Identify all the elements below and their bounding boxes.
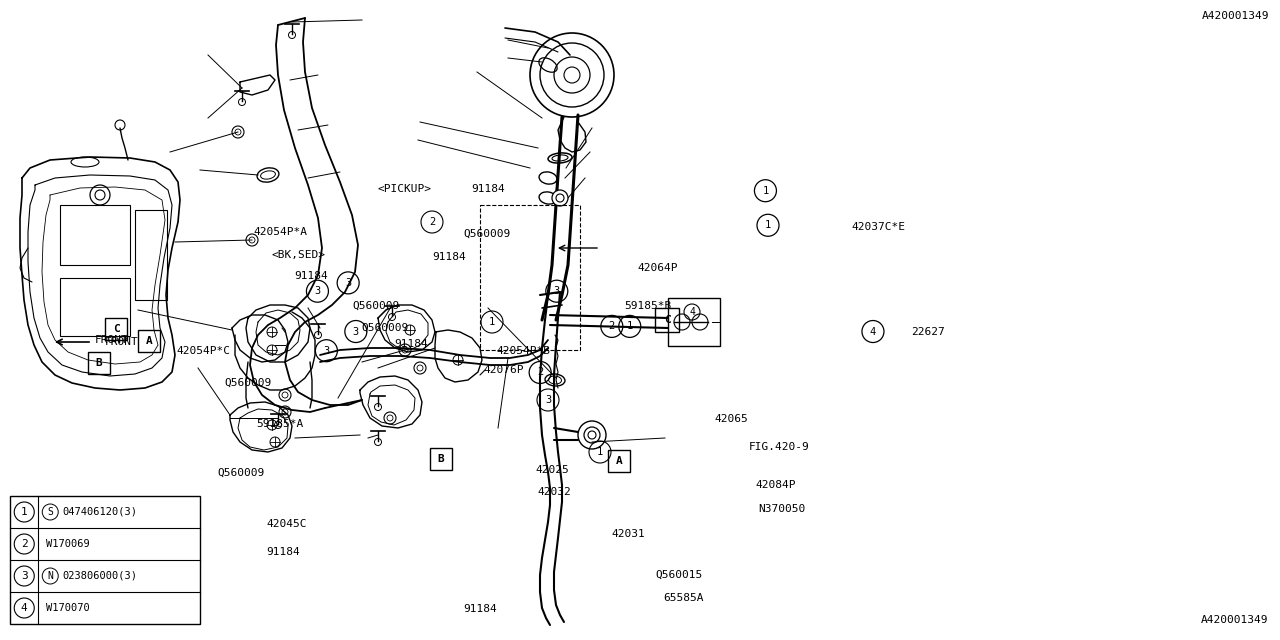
Text: 2: 2 <box>429 217 435 227</box>
Text: 91184: 91184 <box>471 184 504 194</box>
Circle shape <box>552 190 568 206</box>
Text: 42065: 42065 <box>714 414 748 424</box>
Text: 59185*A: 59185*A <box>256 419 303 429</box>
Text: 4: 4 <box>870 326 876 337</box>
Text: 91184: 91184 <box>394 339 428 349</box>
Text: Q560009: Q560009 <box>352 301 399 311</box>
Bar <box>655 308 678 332</box>
Text: Q560015: Q560015 <box>655 570 703 580</box>
Text: 3: 3 <box>346 278 351 288</box>
Text: A420001349: A420001349 <box>1201 615 1268 625</box>
Text: C: C <box>663 315 671 325</box>
Text: 42025: 42025 <box>535 465 568 476</box>
Text: 1: 1 <box>596 447 603 457</box>
Text: 59185*B: 59185*B <box>625 301 672 311</box>
Text: B: B <box>438 454 444 464</box>
Text: 4: 4 <box>20 603 28 613</box>
Text: <BK,SED>: <BK,SED> <box>271 250 325 260</box>
Text: 91184: 91184 <box>463 604 497 614</box>
Text: 42045C: 42045C <box>266 518 307 529</box>
Text: N370050: N370050 <box>758 504 805 514</box>
Text: 1: 1 <box>763 186 768 196</box>
Text: <PICKUP>: <PICKUP> <box>378 184 431 194</box>
Text: 3: 3 <box>315 286 320 296</box>
Text: 2: 2 <box>609 321 614 332</box>
Text: A: A <box>146 336 152 346</box>
Text: C: C <box>113 324 119 334</box>
Bar <box>60 278 131 336</box>
Text: A: A <box>616 456 622 466</box>
Bar <box>138 330 160 352</box>
Text: 42084P: 42084P <box>755 480 796 490</box>
Text: 4: 4 <box>689 307 695 317</box>
Bar <box>10 496 200 624</box>
Text: W170070: W170070 <box>46 603 90 613</box>
Bar <box>88 352 110 374</box>
Bar <box>134 210 166 300</box>
Bar <box>430 448 452 470</box>
Text: 023806000(3): 023806000(3) <box>63 571 137 581</box>
Text: 42076P: 42076P <box>484 365 525 375</box>
Text: Q560009: Q560009 <box>361 323 408 333</box>
Text: 91184: 91184 <box>294 271 328 282</box>
Text: Q560009: Q560009 <box>463 228 511 239</box>
Text: FRONT: FRONT <box>95 335 129 345</box>
Text: 42032: 42032 <box>538 486 571 497</box>
Bar <box>480 205 580 350</box>
Text: 42037C*E: 42037C*E <box>851 222 905 232</box>
Text: S: S <box>47 507 54 517</box>
Text: 42064P: 42064P <box>637 262 678 273</box>
Bar <box>668 298 721 346</box>
Text: 3: 3 <box>20 571 28 581</box>
Text: N: N <box>47 571 54 581</box>
Text: 65585A: 65585A <box>663 593 704 604</box>
Text: 91184: 91184 <box>433 252 466 262</box>
Text: B: B <box>96 358 102 368</box>
Text: 047406120(3): 047406120(3) <box>63 507 137 517</box>
Text: FIG.420-9: FIG.420-9 <box>749 442 809 452</box>
Bar <box>105 318 127 340</box>
Text: 2: 2 <box>538 367 543 378</box>
Text: 3: 3 <box>545 395 552 405</box>
Text: 42054P*A: 42054P*A <box>253 227 307 237</box>
Text: 22627: 22627 <box>911 326 945 337</box>
Text: 1: 1 <box>765 220 771 230</box>
Text: A420001349: A420001349 <box>1202 11 1270 21</box>
Text: 1: 1 <box>20 507 28 517</box>
Text: 3: 3 <box>353 326 358 337</box>
Text: FRONT: FRONT <box>105 337 138 348</box>
Text: 42054P*B: 42054P*B <box>497 346 550 356</box>
Bar <box>608 450 630 472</box>
Text: Q560009: Q560009 <box>224 378 271 388</box>
Text: 2: 2 <box>20 539 28 549</box>
Text: 91184: 91184 <box>266 547 300 557</box>
Text: 3: 3 <box>324 346 329 356</box>
Text: 42054P*C: 42054P*C <box>177 346 230 356</box>
Bar <box>60 205 131 265</box>
Text: 42031: 42031 <box>612 529 645 540</box>
Text: W170069: W170069 <box>46 539 90 549</box>
Text: 1: 1 <box>627 321 632 332</box>
Text: 3: 3 <box>554 286 559 296</box>
Text: Q560009: Q560009 <box>218 467 265 477</box>
Text: 1: 1 <box>489 317 495 327</box>
